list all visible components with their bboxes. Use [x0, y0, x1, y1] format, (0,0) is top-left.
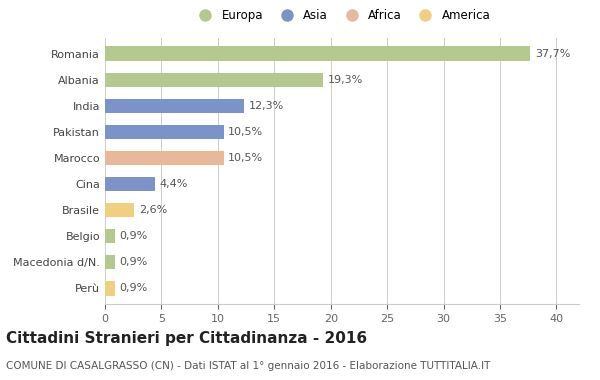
Bar	[105, 229, 115, 243]
Bar	[105, 46, 530, 61]
Text: 12,3%: 12,3%	[248, 101, 284, 111]
Text: 0,9%: 0,9%	[119, 257, 148, 267]
Text: 37,7%: 37,7%	[535, 49, 571, 59]
Bar	[105, 203, 134, 217]
Text: 4,4%: 4,4%	[159, 179, 188, 189]
Bar	[105, 255, 115, 269]
Bar	[105, 151, 223, 165]
Text: COMUNE DI CASALGRASSO (CN) - Dati ISTAT al 1° gennaio 2016 - Elaborazione TUTTIT: COMUNE DI CASALGRASSO (CN) - Dati ISTAT …	[6, 361, 490, 371]
Bar	[105, 125, 223, 139]
Text: 2,6%: 2,6%	[139, 205, 167, 215]
Bar	[105, 177, 155, 191]
Bar	[105, 281, 115, 296]
Legend: Europa, Asia, Africa, America: Europa, Asia, Africa, America	[188, 4, 496, 27]
Text: 10,5%: 10,5%	[228, 127, 263, 137]
Text: 0,9%: 0,9%	[119, 231, 148, 241]
Text: 19,3%: 19,3%	[328, 75, 362, 85]
Text: 0,9%: 0,9%	[119, 283, 148, 293]
Bar	[105, 73, 323, 87]
Text: 10,5%: 10,5%	[228, 153, 263, 163]
Text: Cittadini Stranieri per Cittadinanza - 2016: Cittadini Stranieri per Cittadinanza - 2…	[6, 331, 367, 345]
Bar	[105, 99, 244, 113]
